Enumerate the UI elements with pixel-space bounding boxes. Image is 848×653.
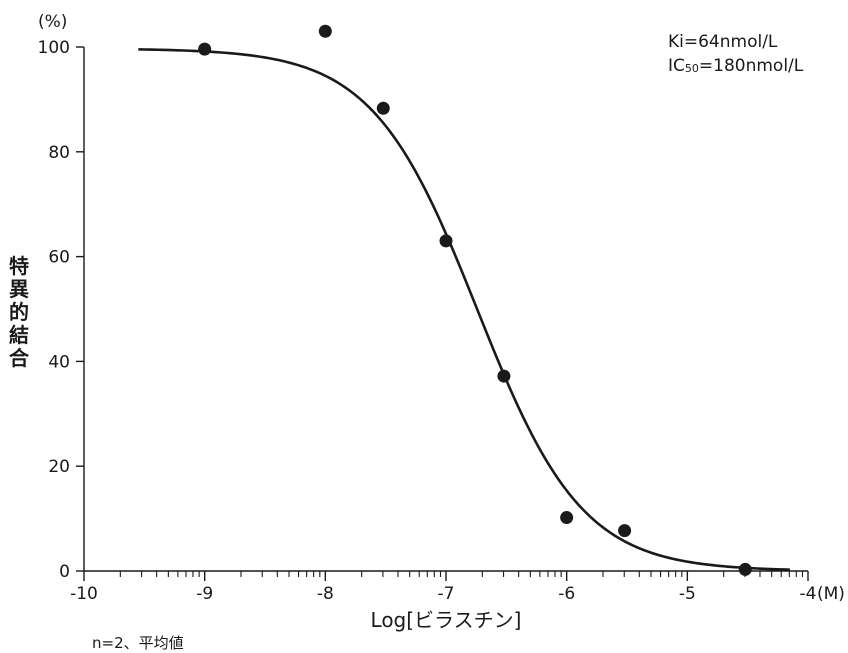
fit-curve-group [138, 48, 790, 571]
x-tick-label: -10 [70, 584, 98, 604]
footnote: n=2、平均値 [92, 634, 184, 652]
data-point [738, 562, 752, 576]
x-tick-label: -6 [558, 584, 575, 604]
x-tick-label: -5 [679, 584, 696, 604]
y-tick-label: 100 [38, 38, 70, 58]
y-axis-title: 特異的結合 [9, 254, 29, 370]
ki-annotation: Ki=64nmol/L [668, 32, 778, 52]
x-tick-label: -9 [196, 584, 213, 604]
y-tick-label: 20 [48, 457, 70, 477]
x-unit-label: (M) [817, 584, 845, 604]
annotation-box: Ki=64nmol/L IC50=180nmol/L [668, 30, 803, 80]
x-tick-label: -4 [800, 584, 817, 604]
y-tick-label: 80 [48, 143, 70, 163]
data-point [560, 511, 574, 525]
y-ticks: 0 20 40 60 80 100 [38, 38, 84, 582]
x-tick-label: -7 [438, 584, 455, 604]
y-tick-label: 60 [48, 248, 70, 268]
ic50-annotation: IC50=180nmol/L [668, 56, 804, 76]
data-point [618, 524, 632, 538]
x-tick-label: -8 [317, 584, 334, 604]
y-tick-label: 0 [59, 562, 70, 582]
data-point [376, 101, 390, 115]
data-points [198, 24, 752, 576]
y-unit-label: (%) [38, 12, 67, 32]
data-point [198, 42, 212, 56]
x-axis-title: Log[ビラスチン] [371, 608, 522, 632]
x-ticks: -10 -9 -8 -7 -6 -5 -4 [70, 571, 816, 604]
y-tick-label: 40 [48, 352, 70, 372]
fit-curve [138, 48, 790, 571]
data-point [318, 24, 332, 38]
data-point [439, 234, 453, 248]
data-point [497, 369, 511, 383]
axes [83, 47, 808, 572]
